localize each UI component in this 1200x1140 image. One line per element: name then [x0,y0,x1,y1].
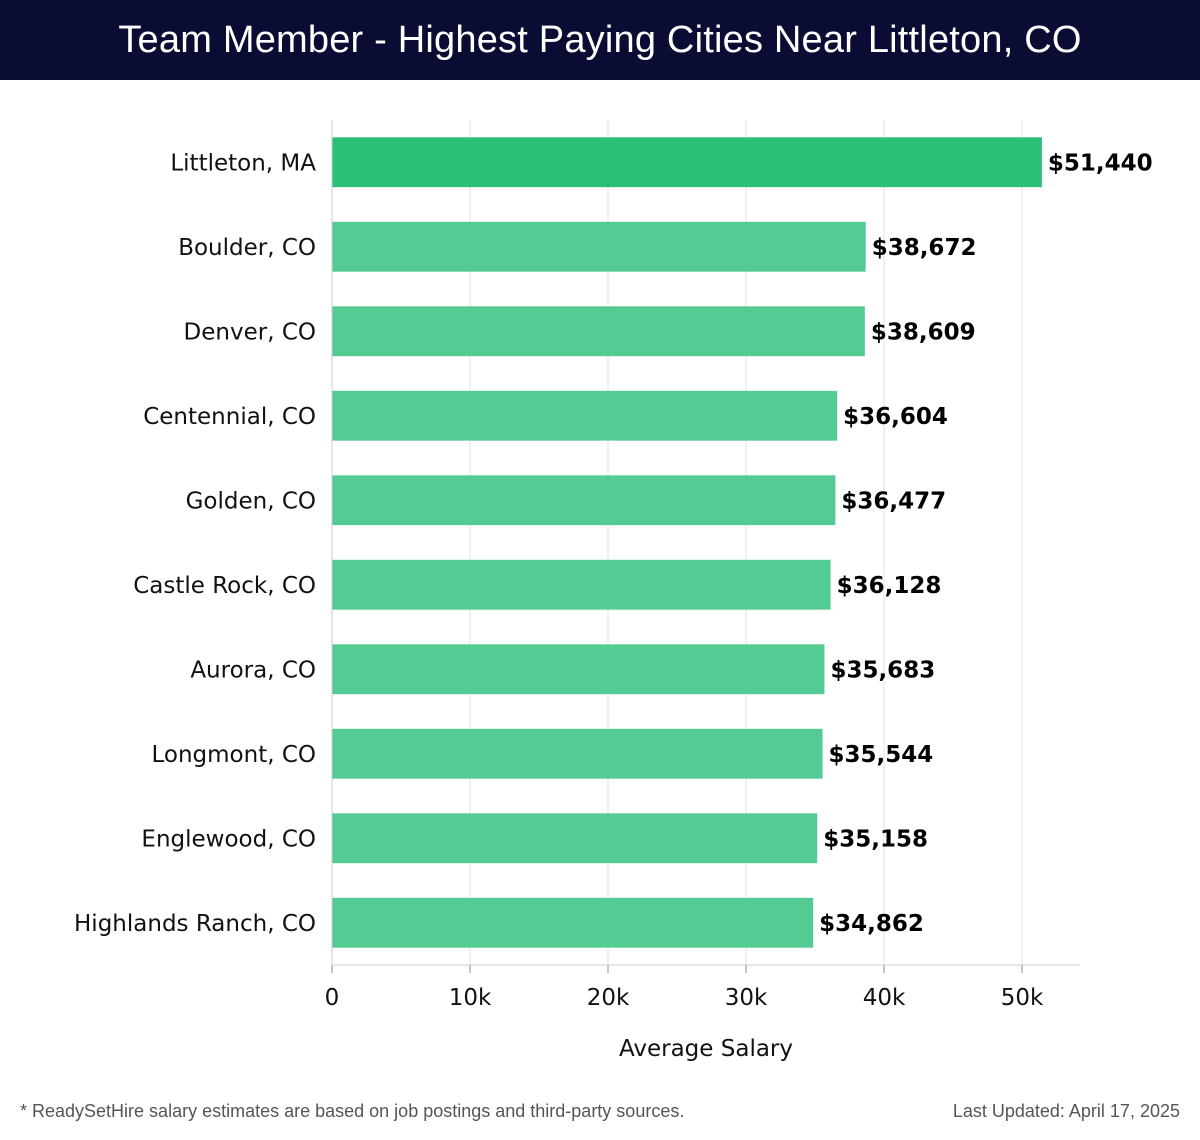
category-label: Longmont, CO [151,742,316,768]
bar [332,137,1042,188]
x-tick-label: 40k [863,985,906,1011]
x-tick-label: 20k [587,985,630,1011]
bar [332,221,866,272]
x-tick-label: 30k [725,985,768,1011]
value-label: $36,604 [843,404,948,430]
value-label: $38,609 [871,319,976,345]
bars [332,137,1042,948]
category-label: Boulder, CO [178,235,316,261]
category-label: Englewood, CO [141,826,316,852]
category-label: Golden, CO [186,488,316,514]
value-label: $34,862 [819,911,924,937]
x-tick-label: 10k [449,985,492,1011]
value-label: $35,158 [823,826,928,852]
value-label: $35,683 [830,657,935,683]
salary-bar-chart: 0 10k 20k 30k 40k 50k Littleton, MA $51,440 Boul… [74,120,1153,1062]
value-label: $36,128 [837,573,942,599]
bar [332,813,818,864]
value-label: $38,672 [872,235,977,261]
chart-title: Team Member - Highest Paying Cities Near… [118,18,1082,61]
value-label: $51,440 [1048,150,1153,176]
bar [332,306,865,357]
bar [332,728,823,779]
value-label: $36,477 [841,488,946,514]
category-label: Aurora, CO [190,657,316,683]
category-label: Littleton, MA [170,150,316,176]
bar [332,897,814,948]
chart-header: Team Member - Highest Paying Cities Near… [0,0,1200,80]
value-label: $35,544 [829,742,934,768]
bar [332,644,825,695]
axes: 0 10k 20k 30k 40k 50k Littleton, MA $51,440 Boul… [74,120,1153,1011]
category-label: Centennial, CO [143,404,316,430]
category-label: Castle Rock, CO [133,573,316,599]
category-label: Denver, CO [184,319,316,345]
x-axis-title: Average Salary [619,1036,793,1062]
footnote-updated: Last Updated: April 17, 2025 [952,1101,1180,1121]
footnote-source: * ReadySetHire salary estimates are base… [20,1101,685,1121]
category-label: Highlands Ranch, CO [74,911,316,937]
bar [332,390,838,441]
bar [332,559,831,610]
x-tick-label: 50k [1001,985,1044,1011]
bar [332,475,836,526]
x-tick-label: 0 [325,985,340,1011]
